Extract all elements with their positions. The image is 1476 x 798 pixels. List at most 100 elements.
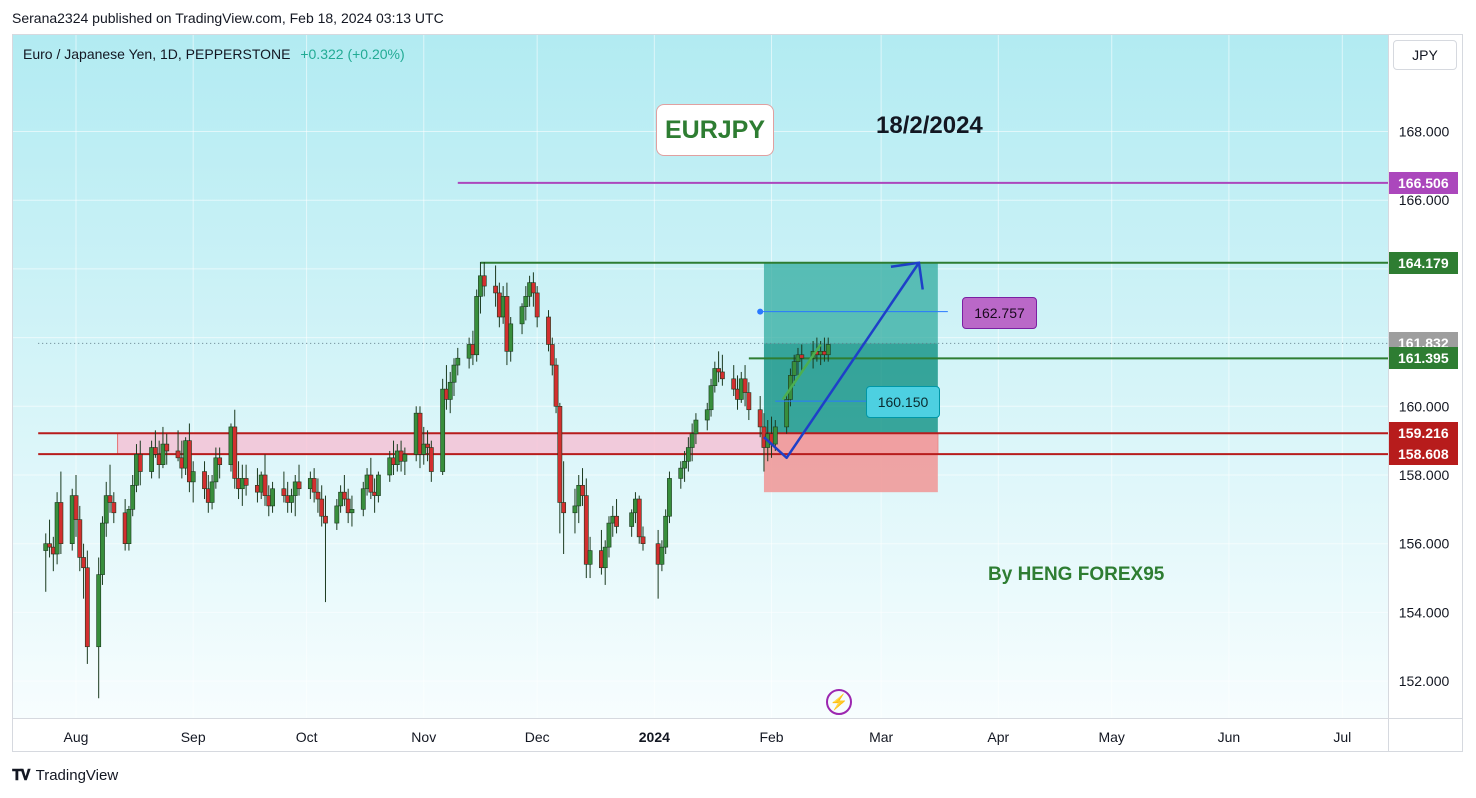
candle-up	[825, 344, 831, 356]
price-tick-label: 154.000	[1399, 604, 1450, 620]
time-tick-label: Mar	[869, 729, 893, 745]
recent-trend-line	[781, 343, 822, 401]
published-line: Serana2324 published on TradingView.com,…	[12, 10, 444, 26]
candle-up	[712, 368, 718, 386]
time-tick-label: Nov	[411, 729, 436, 745]
candle-down	[719, 371, 725, 380]
candle-up	[519, 306, 525, 325]
tradingview-logo[interactable]: 𝐓𝐕 TradingView	[12, 767, 118, 784]
candle-up	[508, 323, 514, 352]
candle-up	[440, 388, 446, 472]
candle-down	[311, 478, 317, 493]
price-tick-label: 156.000	[1399, 536, 1450, 552]
price-tag[interactable]: 161.395	[1389, 347, 1458, 370]
candle-down	[243, 478, 249, 486]
grid	[13, 35, 1388, 718]
candle-up	[704, 409, 710, 421]
candle-down	[152, 447, 158, 455]
candle-up	[387, 457, 393, 476]
candle-down	[534, 292, 540, 318]
stop-zone	[763, 433, 938, 493]
symbol-legend[interactable]: Euro / Japanese Yen, 1D, PEPPERSTONE +0.…	[23, 46, 405, 62]
author-annotation[interactable]: By HENG FOREX95	[988, 564, 1165, 585]
price-tag[interactable]: 164.179	[1389, 251, 1458, 274]
candle-up	[149, 447, 154, 472]
candle-down	[319, 498, 325, 517]
lightning-icon[interactable]: ⚡	[826, 689, 852, 715]
symbol-annotation-box[interactable]: EURJPY	[656, 104, 774, 156]
candle-up	[349, 509, 355, 514]
candle-down	[746, 392, 752, 411]
candle-up	[663, 515, 669, 548]
brand-name: TradingView	[35, 767, 119, 784]
tv-icon: 𝐓𝐕	[12, 767, 31, 784]
zones	[117, 262, 939, 493]
time-tick-label: Sep	[181, 729, 206, 745]
candle-up	[103, 495, 109, 524]
candle-down	[232, 426, 238, 479]
candle-down	[557, 405, 563, 503]
level-lines	[38, 181, 1388, 456]
time-tick-label: 2024	[639, 729, 670, 745]
candle-up	[772, 426, 778, 445]
candle-down	[137, 454, 143, 472]
price-tick-label: 168.000	[1399, 124, 1450, 140]
candle-down	[640, 536, 646, 545]
candle-down	[315, 491, 321, 500]
candle-down	[417, 412, 423, 455]
candle-up	[100, 522, 105, 575]
candle-up	[667, 478, 672, 517]
candle-down	[81, 557, 86, 569]
candle-up	[587, 550, 593, 565]
candle-down	[583, 495, 589, 565]
date-annotation[interactable]: 18/2/2024	[876, 112, 983, 139]
candle-up	[606, 522, 612, 548]
candle-up	[130, 485, 136, 510]
price-tag[interactable]: 158.608	[1389, 443, 1458, 466]
candle-up	[360, 488, 366, 510]
price-axis: 152.000154.000156.000158.000160.000162.0…	[1399, 124, 1450, 690]
candle-up	[689, 433, 695, 448]
candles	[43, 262, 831, 699]
target-marker-dot	[757, 308, 764, 315]
time-tick-label: Aug	[64, 729, 89, 745]
candle-up	[784, 399, 790, 428]
target-price-callout[interactable]: 162.757	[962, 297, 1037, 329]
candle-down	[77, 519, 83, 558]
entry-price-callout[interactable]: 160.150	[866, 386, 940, 418]
candle-up	[270, 488, 275, 507]
candle-up	[447, 381, 453, 400]
candle-up	[572, 505, 578, 514]
candle-up	[96, 574, 102, 648]
price-tick-label: 158.000	[1399, 467, 1450, 483]
candle-up	[659, 546, 665, 565]
candle-down	[493, 285, 498, 294]
candle-up	[190, 471, 196, 483]
candle-down	[716, 368, 721, 373]
candle-up	[708, 385, 714, 411]
candle-down	[345, 498, 351, 514]
price-tag[interactable]: 166.506	[1389, 171, 1458, 194]
candle-up	[791, 361, 797, 376]
candle-down	[553, 364, 559, 407]
currency-button[interactable]: JPY	[1393, 40, 1457, 70]
price-change: +0.322 (+0.20%)	[300, 46, 405, 62]
candle-down	[187, 440, 192, 483]
candle-up	[421, 443, 427, 455]
price-tick-label: 166.000	[1399, 192, 1450, 208]
candle-down	[164, 443, 170, 452]
candle-down	[425, 443, 430, 448]
candle-down	[731, 378, 737, 390]
price-tag[interactable]: 159.216	[1389, 422, 1458, 445]
candle-down	[296, 481, 302, 490]
candle-down	[73, 495, 79, 520]
candle-down	[636, 498, 642, 538]
symbol-description: Euro / Japanese Yen, 1D, PEPPERSTONE	[23, 46, 291, 62]
candle-down	[546, 316, 551, 345]
candle-up	[474, 296, 480, 356]
candle-up	[209, 481, 215, 503]
time-tick-label: Apr	[987, 729, 1009, 745]
time-axis: Aug Sep Oct Nov Dec 2024 Feb Mar Apr May Jun Jul	[64, 729, 1352, 745]
candle-up	[213, 457, 219, 483]
candle-down	[742, 378, 748, 393]
